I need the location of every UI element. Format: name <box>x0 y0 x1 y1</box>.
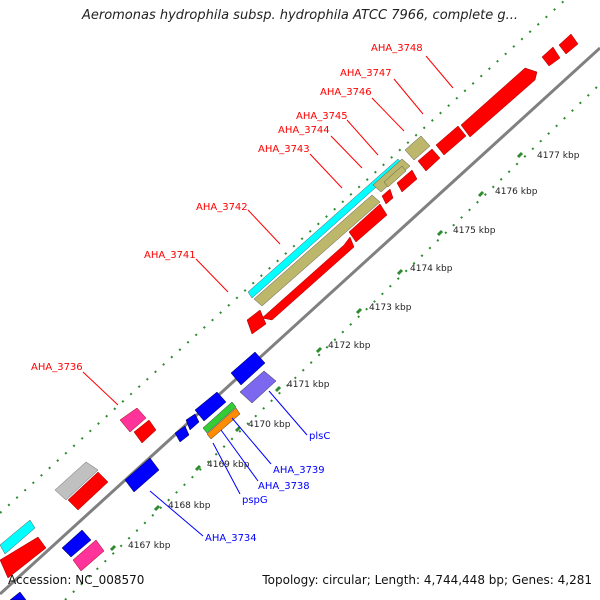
gene-red-3747[interactable] <box>435 125 467 156</box>
gene-label[interactable]: AHA_3736 <box>31 362 83 373</box>
tick-label: 4167 kbp <box>128 541 171 551</box>
gene-grey[interactable] <box>54 461 99 501</box>
gene-red-3741[interactable] <box>261 236 355 321</box>
gene-label[interactable]: AHA_3744 <box>278 125 330 136</box>
map-title: Aeromonas hydrophila subsp. hydrophila A… <box>81 8 519 23</box>
gene-label[interactable]: AHA_3741 <box>144 250 196 261</box>
tick-label: 4171 kbp <box>287 380 330 390</box>
gene-red-3748a[interactable] <box>460 67 538 138</box>
gene-label[interactable]: AHA_3738 <box>258 481 310 492</box>
gene-label[interactable]: AHA_3747 <box>340 68 392 79</box>
tick-label: 4173 kbp <box>369 303 412 313</box>
gene-label[interactable]: AHA_3739 <box>273 465 325 476</box>
summary-text: Topology: circular; Length: 4,744,448 bp… <box>262 573 592 587</box>
gene-green[interactable] <box>202 401 237 434</box>
gene-red-3746[interactable] <box>417 148 441 172</box>
gene-cyan-lower[interactable] <box>0 519 36 555</box>
gene-label[interactable]: AHA_3745 <box>296 111 348 122</box>
gene-label[interactable]: pspG <box>242 495 268 506</box>
gene-tan-band[interactable] <box>253 194 381 307</box>
tick-label: 4175 kbp <box>453 226 496 236</box>
gene-blue-pspG[interactable] <box>185 413 200 431</box>
gene-pink-lower[interactable] <box>72 539 105 572</box>
gene-red-3749[interactable] <box>558 33 579 55</box>
gene-red-3736[interactable] <box>133 419 157 444</box>
tick-label: 4172 kbp <box>328 341 371 351</box>
gene-red-3744[interactable] <box>381 188 394 205</box>
red-leader-lines <box>82 55 454 406</box>
gene-label[interactable]: AHA_3748 <box>371 43 423 54</box>
accession-text: Accession: NC_008570 <box>8 573 145 587</box>
gene-tan-3746[interactable] <box>404 135 431 161</box>
gene-tan-small[interactable] <box>383 165 407 188</box>
gene-blue-corner[interactable] <box>9 591 27 600</box>
gene-orange[interactable] <box>206 407 241 440</box>
gene-label[interactable]: plsC <box>309 431 330 442</box>
tick-marks <box>109 151 524 552</box>
tick-label: 4170 kbp <box>248 420 291 430</box>
backbone-line <box>0 46 600 596</box>
reverse-genes <box>9 351 277 600</box>
tick-label: 4168 kbp <box>168 501 211 511</box>
gene-label[interactable]: AHA_3746 <box>320 87 372 98</box>
gene-red-3745[interactable] <box>396 169 418 193</box>
gene-red-lowest[interactable] <box>0 536 47 579</box>
gene-red-lower[interactable] <box>67 471 109 511</box>
gene-label[interactable]: AHA_3742 <box>196 202 248 213</box>
gene-blue-plsC[interactable] <box>230 351 266 386</box>
gene-blue-3739[interactable] <box>194 391 227 422</box>
blue-leader-lines <box>149 390 308 537</box>
gene-blue-3734[interactable] <box>124 457 160 493</box>
gene-red-3742[interactable] <box>348 203 388 243</box>
tick-label: 4176 kbp <box>495 187 538 197</box>
gene-red-3748b[interactable] <box>541 46 561 67</box>
gene-purple[interactable] <box>239 370 277 404</box>
gene-pink-3736[interactable] <box>119 407 147 433</box>
tick-label: 4177 kbp <box>537 151 580 161</box>
forward-genes <box>0 33 579 579</box>
gene-label[interactable]: AHA_3743 <box>258 144 310 155</box>
tick-label: 4169 kbp <box>207 460 250 470</box>
gene-blue-small[interactable] <box>174 425 190 443</box>
gene-label[interactable]: AHA_3734 <box>205 533 257 544</box>
gene-red-3741b[interactable] <box>246 309 267 335</box>
tick-label: 4174 kbp <box>410 264 453 274</box>
gene-blue-lower[interactable] <box>61 529 92 558</box>
outer-dotted-ring <box>0 0 566 514</box>
